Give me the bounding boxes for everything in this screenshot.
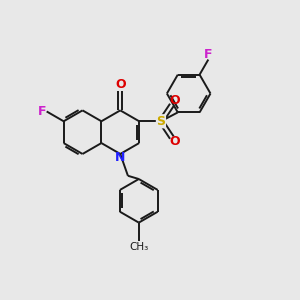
Text: O: O <box>115 78 126 91</box>
Text: F: F <box>204 48 213 61</box>
Text: N: N <box>115 152 125 164</box>
Text: S: S <box>157 115 166 128</box>
Text: O: O <box>169 94 180 107</box>
Text: O: O <box>169 135 180 148</box>
Text: F: F <box>38 105 46 118</box>
Text: CH₃: CH₃ <box>129 242 148 252</box>
